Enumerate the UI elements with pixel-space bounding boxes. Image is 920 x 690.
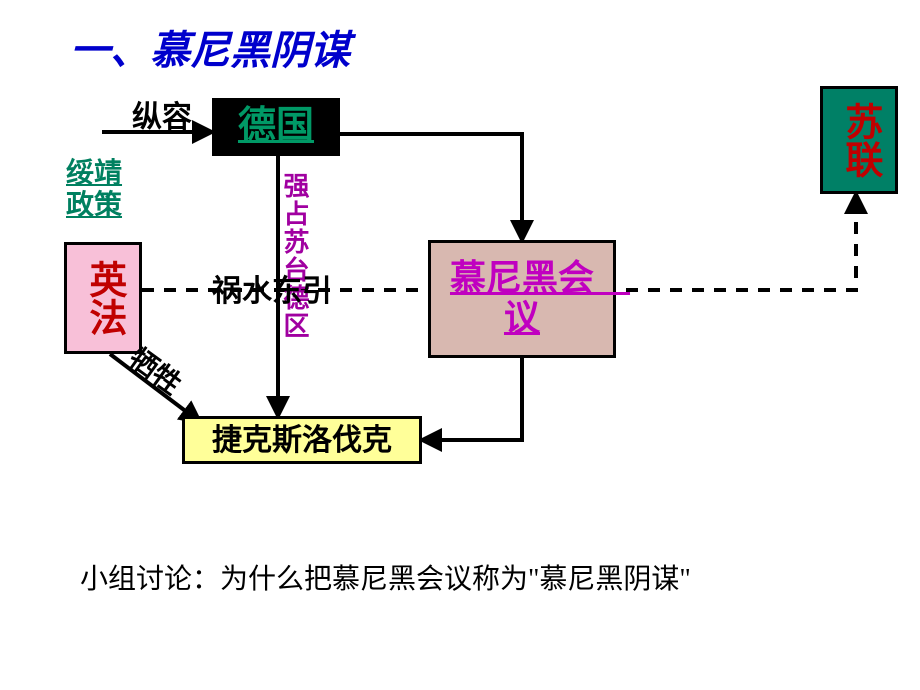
label-divert-east: 祸水东引	[212, 266, 332, 310]
page-heading: 一、慕尼黑阴谋	[70, 18, 350, 76]
node-munich-label: 慕尼黑会 议	[442, 259, 602, 338]
node-czechoslovakia: 捷克斯洛伐克	[182, 416, 422, 464]
node-czech-label: 捷克斯洛伐克	[212, 424, 392, 457]
node-ussr-label: 苏联	[838, 102, 880, 178]
node-germany: 德国	[212, 98, 340, 156]
discussion-prompt: 小组讨论：为什么把慕尼黑会议称为"慕尼黑阴谋"	[80, 560, 820, 600]
label-appeasement-policy: 绥靖政策	[66, 158, 146, 222]
node-uk-france: 英法	[64, 242, 142, 354]
node-munich-conference: 慕尼黑会 议	[428, 240, 616, 358]
label-indulge: 纵容	[132, 92, 192, 136]
label-seize-sudetenland: 强占苏台德区	[276, 172, 313, 340]
node-uk-france-label: 英法	[82, 260, 124, 336]
node-germany-label: 德国	[238, 106, 314, 148]
node-ussr: 苏联	[820, 86, 898, 194]
